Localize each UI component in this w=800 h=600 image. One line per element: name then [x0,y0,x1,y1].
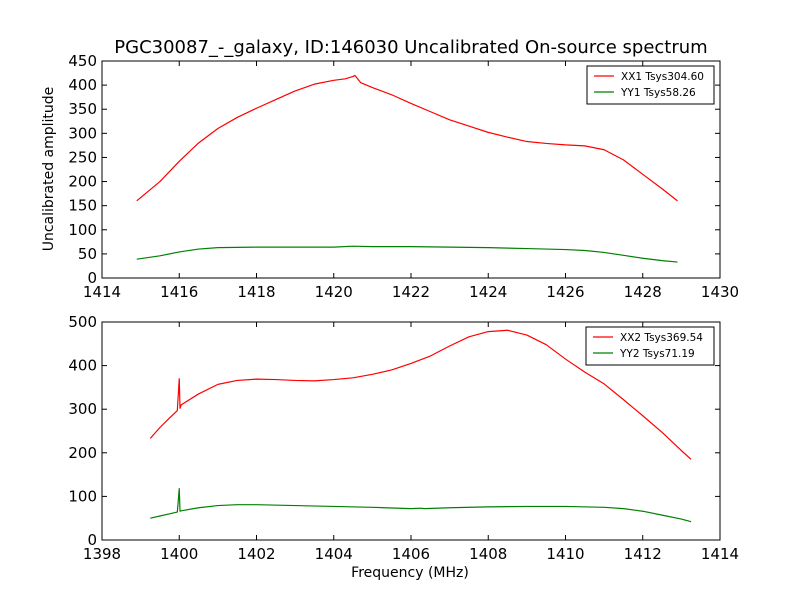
legend: XX2 Tsys369.54 YY2 Tsys71.19 [585,326,715,366]
y-axis-label: Uncalibrated amplitude [41,87,57,252]
x-tick-label: 1418 [237,283,275,301]
y-tick-label: 300 [68,400,97,418]
legend-label-2: YY2 Tsys71.19 [619,348,695,360]
legend: XX1 Tsys304.60 YY1 Tsys58.26 [586,65,715,105]
legend-box [585,326,715,366]
x-tick-label: 1430 [701,283,739,301]
y-tick-label: 450 [68,52,97,70]
x-tick-label: 1424 [469,283,507,301]
y-tick-label: 350 [68,100,97,118]
x-tick-label: 1414 [701,545,739,563]
x-tick-label: 1412 [624,545,662,563]
x-tick-label: 1410 [546,545,584,563]
legend-box [586,65,715,105]
x-tick-label: 1416 [160,283,198,301]
series-line-2 [136,245,678,263]
y-tick-label: 0 [87,531,97,549]
series-line-1 [136,74,678,202]
y-tick-label: 250 [68,148,97,166]
y-tick-label: 200 [68,444,97,462]
x-axis-label: Frequency (MHz) [351,565,469,581]
x-tick-label: 1420 [315,283,353,301]
series-line-1 [149,329,692,460]
panel-bottom: 1398 1400 1402 1404 1406 1408 1410 1412 1414 0 100… [68,313,739,563]
series-line-2 [150,487,692,523]
x-tick-label: 1404 [315,545,353,563]
y-tick-label: 100 [68,221,97,239]
x-tick-label: 1408 [469,545,507,563]
legend-label-2: YY1 Tsys58.26 [620,87,696,99]
x-tick-label: 1428 [624,283,662,301]
x-tick-label: 1398 [83,545,121,563]
chart-title: PGC30087_-_galaxy, ID:146030 Uncalibrate… [114,37,707,58]
legend-label-1: XX2 Tsys369.54 [620,332,703,344]
y-tick-label: 300 [68,124,97,142]
y-tick-label: 500 [68,313,97,331]
y-tick-label: 200 [68,173,97,191]
x-tick-label: 1402 [237,545,275,563]
y-tick-label: 100 [68,487,97,505]
x-tick-label: 1406 [392,545,430,563]
y-tick-label: 150 [68,197,97,215]
legend-label-1: XX1 Tsys304.60 [621,71,704,83]
x-tick-label: 1426 [546,283,584,301]
x-tick-label: 1422 [392,283,430,301]
x-tick-label: 1414 [83,283,121,301]
y-tick-label: 50 [78,245,97,263]
y-tick-label: 400 [68,76,97,94]
y-tick-label: 400 [68,357,97,375]
panel-top: 1414 1416 1418 1420 1422 1424 1426 1428 1430 0 50 1… [68,52,739,301]
x-tick-label: 1400 [160,545,198,563]
y-tick-label: 0 [87,269,97,287]
